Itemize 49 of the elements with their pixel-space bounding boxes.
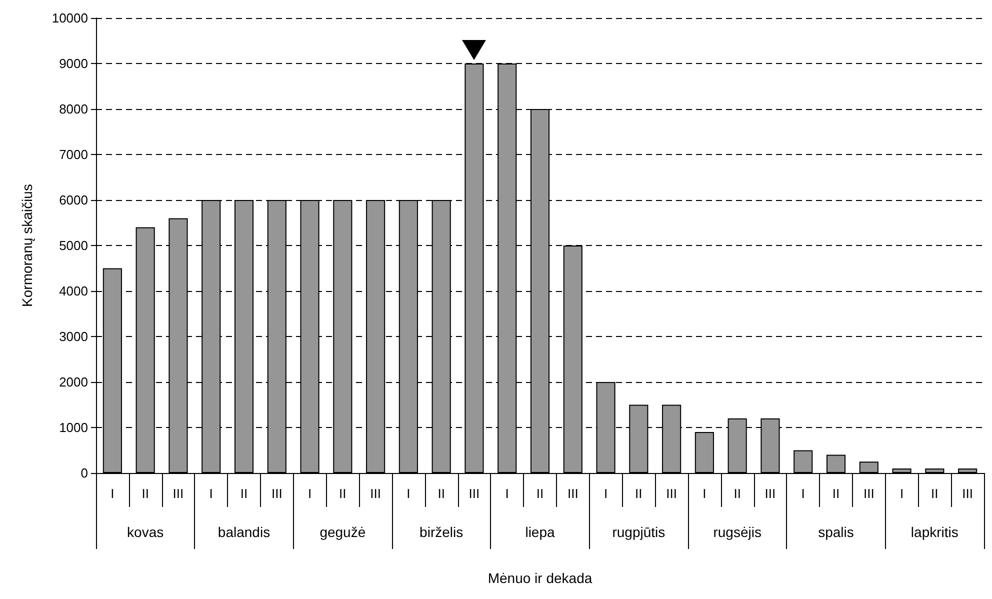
x-tick-label: III <box>567 486 578 501</box>
y-tick-label: 6000 <box>59 192 88 208</box>
x-tick-label: II <box>635 486 642 501</box>
x-tick-label: II <box>339 486 346 501</box>
text: gegužė <box>320 524 366 540</box>
text: birželis <box>420 524 464 540</box>
x-tick-label: II <box>536 486 544 501</box>
text: kovas <box>127 524 164 540</box>
y-tick-label: 10000 <box>52 10 88 26</box>
x-tick-label: III <box>370 486 381 501</box>
y-tick-label: 9000 <box>59 56 88 71</box>
y-axis-title: Kormoranų skaičius <box>19 184 35 307</box>
x-tick-label: I <box>702 486 706 501</box>
x-tick-label: III <box>962 486 973 501</box>
x-tick-label: III <box>764 486 776 501</box>
x-tick-label: III <box>172 486 184 501</box>
y-tick-label: 2000 <box>59 374 88 390</box>
x-tick-label: I <box>209 486 213 501</box>
x-tick-label: I <box>900 486 904 501</box>
y-tick-label: 3000 <box>59 329 88 344</box>
x-tick-label: II <box>142 486 149 501</box>
x-tick-label: II <box>734 486 741 501</box>
y-tick-label: 1000 <box>59 420 88 435</box>
text: spalis <box>818 524 854 540</box>
text: rugpjūtis <box>612 524 666 540</box>
text: rugsėjis <box>713 524 762 540</box>
x-tick-label: III <box>666 486 677 501</box>
x-tick-label: II <box>240 486 248 501</box>
x-tick-label: II <box>438 486 445 501</box>
x-tick-label: I <box>505 486 509 501</box>
x-tick-label: I <box>406 486 410 501</box>
y-tick-label: 5000 <box>59 238 88 253</box>
y-tick-label: 0 <box>80 466 88 480</box>
x-tick-label: III <box>271 486 282 501</box>
text: liepa <box>525 524 555 540</box>
y-tick-label: 7000 <box>59 147 88 162</box>
x-tick-label: I <box>801 486 805 501</box>
y-tick-label: 4000 <box>59 284 88 298</box>
x-tick-label: III <box>468 486 480 501</box>
text: balandis <box>218 524 270 540</box>
x-tick-label: III <box>863 486 874 501</box>
x-tick-label: I <box>308 486 312 501</box>
x-axis-title: Mėnuo ir dekada <box>488 570 592 586</box>
y-tick-label: 8000 <box>59 102 88 116</box>
text: lapkritis <box>910 524 958 540</box>
x-tick-label: II <box>931 486 938 501</box>
x-tick-label: I <box>110 486 114 501</box>
x-tick-label: I <box>604 486 608 501</box>
x-tick-label: II <box>832 486 840 501</box>
